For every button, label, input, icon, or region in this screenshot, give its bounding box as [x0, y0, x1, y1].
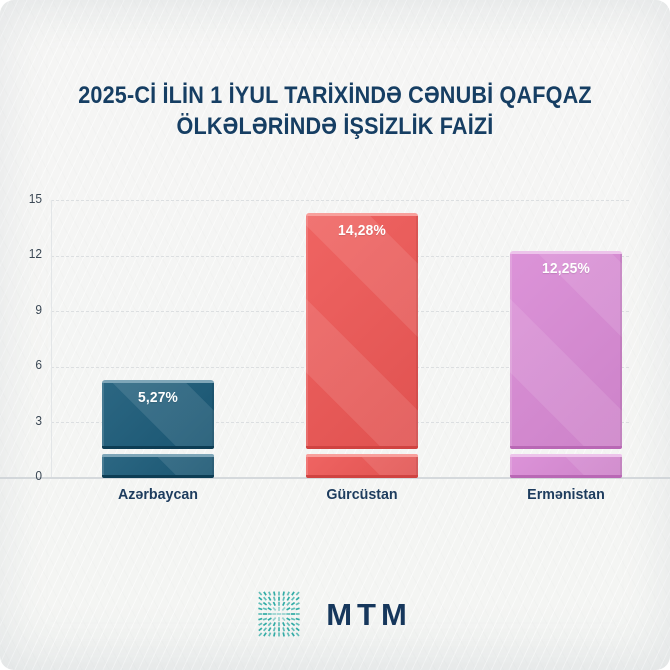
y-tick-15: 15: [28, 190, 42, 206]
y-axis-line: [51, 200, 52, 478]
category-label-ermenistan: Ermənistan: [527, 486, 605, 503]
bar-gurcustan-pedestal: [306, 453, 418, 478]
footer-logo: MTM: [0, 591, 670, 637]
y-tick-0: 0: [35, 468, 42, 483]
x-axis-baseline: [0, 476, 670, 479]
y-tick-3: 3: [35, 412, 42, 428]
bar-azerbaycan-pedestal: [102, 453, 214, 478]
chart-title-line2: ÖLKƏLƏRİNDƏ İŞSİZLİK FAİZİ: [176, 113, 494, 140]
chart-title: 2025-Cİ İLİN 1 İYUL TARİXİNDƏ CƏNUBİ QAF…: [34, 80, 637, 142]
bar-gurcustan-main: 14,28%: [306, 213, 418, 449]
bar-azerbaycan-main: 5,27%: [102, 380, 214, 449]
bar-ermenistan-value: 12,25%: [542, 259, 590, 277]
bar-azerbaycan: 5,27%: [102, 380, 214, 478]
bar-ermenistan: 12,25%: [510, 250, 622, 478]
category-label-gurcustan: Gürcüstan: [326, 486, 398, 503]
y-tick-9: 9: [35, 301, 42, 317]
category-label-azerbaycan: Azərbaycan: [117, 486, 199, 503]
bar-gurcustan: 14,28%: [306, 213, 418, 478]
bar-ermenistan-main: 12,25%: [510, 250, 622, 449]
y-tick-6: 6: [35, 357, 42, 372]
mtm-burst-logo-icon: [258, 591, 301, 637]
gridline-15: [51, 200, 629, 201]
bar-azerbaycan-value: 5,27%: [137, 389, 179, 407]
chart-title-line1: 2025-Cİ İLİN 1 İYUL TARİXİNDƏ CƏNUBİ QAF…: [78, 82, 592, 109]
y-tick-12: 12: [28, 246, 42, 261]
bar-ermenistan-pedestal: [510, 453, 622, 478]
bar-gurcustan-value: 14,28%: [338, 222, 386, 240]
mtm-logo-text: MTM: [326, 596, 412, 632]
